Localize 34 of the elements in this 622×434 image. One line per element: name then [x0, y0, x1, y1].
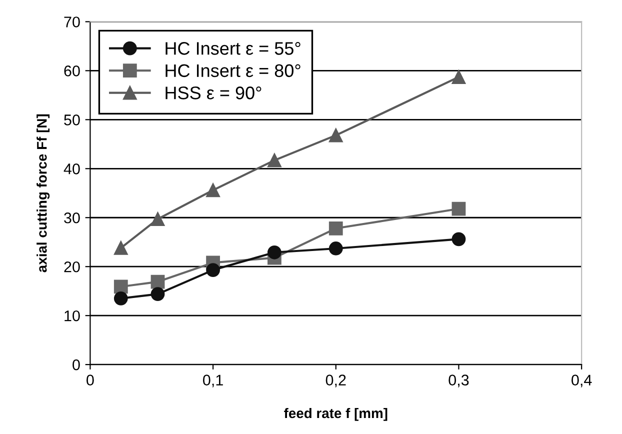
point [268, 153, 282, 168]
x-tick-label: 0,3 [448, 374, 469, 388]
x-tick-label: 0,1 [203, 374, 223, 388]
y-tick-label: 20 [64, 261, 80, 272]
point [114, 291, 128, 306]
point [328, 242, 343, 256]
point [206, 263, 220, 277]
point [452, 232, 466, 246]
point [452, 202, 466, 216]
y-tick-label: 0 [72, 359, 80, 370]
x-tick-label: 0,2 [326, 374, 346, 388]
point [328, 221, 343, 236]
point [114, 280, 128, 294]
y-tick-label: 60 [64, 66, 80, 76]
y-tick-label: 40 [64, 164, 80, 174]
point [328, 128, 343, 142]
legend-label: HSS ε = 90° [166, 86, 262, 100]
point [268, 245, 282, 260]
y-tick-label: 50 [64, 114, 80, 126]
x-tick-label: 0 [86, 374, 94, 386]
legend-label: HC Insert ε = 80° [166, 64, 300, 78]
y-axis-title: axial cutting force Ff [N] [36, 114, 50, 272]
point [150, 212, 165, 226]
x-axis-title: feed rate f [mm] [284, 408, 388, 421]
point [114, 241, 128, 255]
point [206, 183, 220, 198]
y-tick-label: 10 [64, 310, 80, 322]
point [150, 274, 165, 289]
legend-label: HC Insert ε = 55° [166, 42, 300, 55]
y-tick-label: 70 [64, 16, 80, 28]
point [452, 70, 466, 84]
point [150, 287, 165, 301]
y-tick-label: 30 [64, 212, 80, 224]
x-tick-label: 0,4 [572, 374, 592, 388]
